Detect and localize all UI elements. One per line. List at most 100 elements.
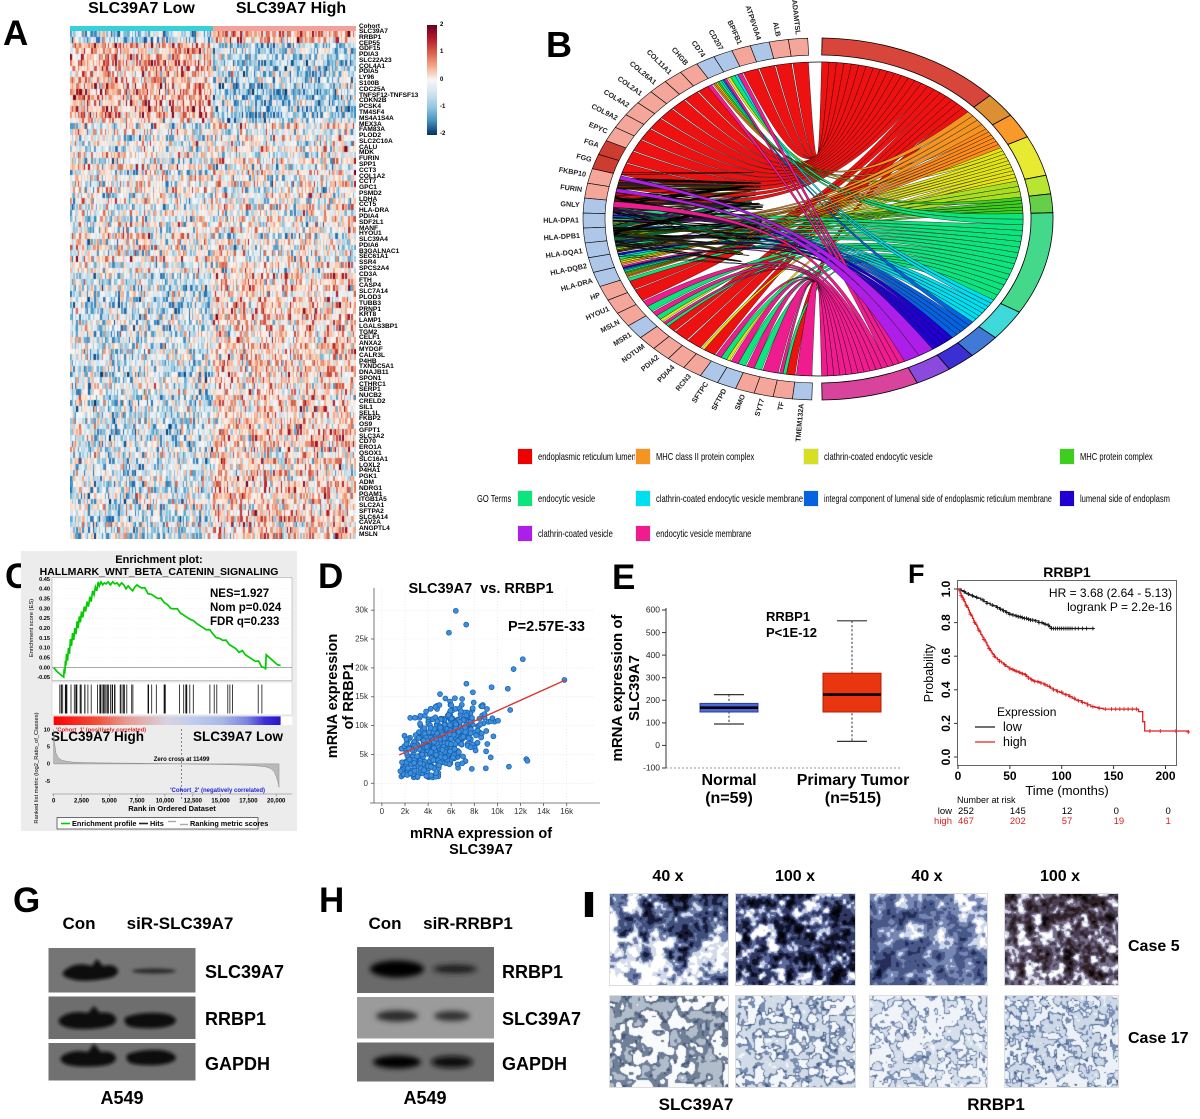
svg-text:Enrichment score (ES): Enrichment score (ES) xyxy=(29,599,35,657)
svg-text:RRBP1: RRBP1 xyxy=(502,962,563,982)
svg-text:15,000: 15,000 xyxy=(211,799,230,805)
svg-text:(n=515): (n=515) xyxy=(825,790,881,807)
svg-text:A549: A549 xyxy=(100,1088,143,1108)
svg-text:12,500: 12,500 xyxy=(184,799,203,805)
svg-text:0: 0 xyxy=(655,740,660,750)
svg-text:HP: HP xyxy=(589,290,602,302)
svg-text:mRNA expression: mRNA expression xyxy=(325,634,341,758)
svg-text:Ranking metric scores: Ranking metric scores xyxy=(190,819,268,828)
svg-text:600: 600 xyxy=(646,605,660,615)
svg-text:Probability: Probability xyxy=(922,643,936,702)
svg-text:mRNA expression of: mRNA expression of xyxy=(410,826,552,842)
svg-text:SFTPC: SFTPC xyxy=(690,380,711,405)
svg-text:0: 0 xyxy=(47,762,50,768)
svg-text:467: 467 xyxy=(958,816,974,827)
svg-text:HLA-DPB1: HLA-DPB1 xyxy=(543,231,580,243)
svg-text:MSLN: MSLN xyxy=(599,317,621,334)
svg-text:FKBP10: FKBP10 xyxy=(558,165,587,179)
svg-text:FGG: FGG xyxy=(575,151,593,164)
svg-text:SLC39A7: SLC39A7 xyxy=(449,842,513,858)
svg-text:siR-RRBP1: siR-RRBP1 xyxy=(423,914,513,933)
svg-text:57: 57 xyxy=(1062,816,1073,827)
svg-text:1.0: 1.0 xyxy=(939,580,953,597)
svg-text:GAPDH: GAPDH xyxy=(502,1054,567,1074)
svg-text:Nom p=0.024: Nom p=0.024 xyxy=(210,602,282,614)
svg-text:HLA-DPA1: HLA-DPA1 xyxy=(543,216,579,225)
svg-text:P=2.57E-33: P=2.57E-33 xyxy=(508,619,585,635)
svg-text:GAPDH: GAPDH xyxy=(205,1054,270,1074)
svg-text:5: 5 xyxy=(47,745,50,751)
svg-text:TF: TF xyxy=(775,400,786,411)
svg-text:100: 100 xyxy=(1052,769,1072,783)
svg-text:HLA-DRA: HLA-DRA xyxy=(560,276,594,293)
svg-text:Time (months): Time (months) xyxy=(1025,783,1108,798)
svg-text:20k: 20k xyxy=(355,663,369,672)
svg-text:2k: 2k xyxy=(401,807,410,816)
svg-text:16k: 16k xyxy=(560,807,574,816)
svg-text:SLC39A7 Low: SLC39A7 Low xyxy=(193,729,284,744)
svg-text:Enrichment profile: Enrichment profile xyxy=(72,819,136,828)
svg-text:30k: 30k xyxy=(355,606,369,615)
svg-text:50: 50 xyxy=(1003,769,1017,783)
svg-text:FURIN: FURIN xyxy=(560,182,583,194)
svg-text:0.25: 0.25 xyxy=(39,616,50,622)
svg-text:Hits: Hits xyxy=(150,819,164,828)
svg-text:PDIA2: PDIA2 xyxy=(639,353,661,374)
svg-text:SMO: SMO xyxy=(733,392,748,411)
svg-text:0: 0 xyxy=(364,779,369,788)
svg-text:150: 150 xyxy=(1104,769,1124,783)
svg-text:10k: 10k xyxy=(491,807,505,816)
svg-text:300: 300 xyxy=(646,672,660,682)
svg-text:low: low xyxy=(938,806,952,817)
svg-text:0.35: 0.35 xyxy=(39,597,50,603)
svg-text:-0.05: -0.05 xyxy=(37,675,50,681)
svg-text:0: 0 xyxy=(52,799,56,805)
svg-text:0.30: 0.30 xyxy=(39,606,50,612)
svg-text:0: 0 xyxy=(380,807,385,816)
svg-text:-5: -5 xyxy=(45,779,50,785)
svg-text:15k: 15k xyxy=(355,692,369,701)
svg-text:SFTPD: SFTPD xyxy=(709,387,728,412)
svg-text:Normal: Normal xyxy=(701,772,756,789)
svg-text:ATP6V0A4: ATP6V0A4 xyxy=(744,4,764,41)
svg-text:0.0: 0.0 xyxy=(939,748,953,765)
svg-text:0: 0 xyxy=(955,769,962,783)
svg-text:NOTUM: NOTUM xyxy=(620,342,647,365)
svg-text:10,000: 10,000 xyxy=(156,799,175,805)
svg-text:GNLY: GNLY xyxy=(560,199,580,209)
svg-text:19: 19 xyxy=(1114,816,1125,827)
svg-text:COL9A2: COL9A2 xyxy=(590,102,619,123)
svg-text:SLC39A7: SLC39A7 xyxy=(502,1009,581,1029)
svg-text:PDIA4: PDIA4 xyxy=(655,363,676,384)
svg-text:25k: 25k xyxy=(355,635,369,644)
svg-text:HLA-DQA1: HLA-DQA1 xyxy=(545,246,583,260)
svg-text:SLC39A7: SLC39A7 xyxy=(626,655,643,721)
svg-text:ADAMTSL: ADAMTSL xyxy=(790,0,803,36)
svg-text:mRNA expression of: mRNA expression of xyxy=(609,614,626,762)
svg-text:SLC39A7 vs. RRBP1: SLC39A7 vs. RRBP1 xyxy=(408,581,553,597)
svg-text:'Cohort_1' (positively correla: 'Cohort_1' (positively correlated) xyxy=(56,728,146,734)
svg-text:'Cohort_2' (negatively correla: 'Cohort_2' (negatively correlated) xyxy=(170,788,265,794)
svg-text:EPYC: EPYC xyxy=(588,120,610,136)
svg-text:202: 202 xyxy=(1010,816,1026,827)
svg-text:Expression: Expression xyxy=(997,705,1056,719)
svg-text:6k: 6k xyxy=(447,807,456,816)
svg-text:Con: Con xyxy=(368,914,401,933)
svg-text:TMEM132A: TMEM132A xyxy=(793,403,805,442)
svg-text:0.20: 0.20 xyxy=(39,626,50,632)
svg-text:1: 1 xyxy=(1166,816,1171,827)
svg-text:HALLMARK_WNT_BETA_CATENIN_SIGN: HALLMARK_WNT_BETA_CATENIN_SIGNALING xyxy=(40,566,279,578)
svg-text:2,500: 2,500 xyxy=(74,799,90,805)
svg-text:HR = 3.68 (2.64 - 5.13): HR = 3.68 (2.64 - 5.13) xyxy=(1049,586,1172,600)
svg-text:0.10: 0.10 xyxy=(39,646,50,652)
svg-text:10: 10 xyxy=(44,727,50,733)
svg-text:FDR q=0.233: FDR q=0.233 xyxy=(210,616,279,628)
svg-text:of RRBP1: of RRBP1 xyxy=(341,663,357,730)
svg-text:-100: -100 xyxy=(643,763,660,773)
svg-text:5k: 5k xyxy=(360,750,369,759)
svg-text:low: low xyxy=(1003,720,1023,734)
svg-text:SYT7: SYT7 xyxy=(752,398,766,418)
svg-text:0.00: 0.00 xyxy=(39,665,50,671)
svg-text:145: 145 xyxy=(1010,806,1026,817)
svg-text:CD74: CD74 xyxy=(690,39,708,59)
